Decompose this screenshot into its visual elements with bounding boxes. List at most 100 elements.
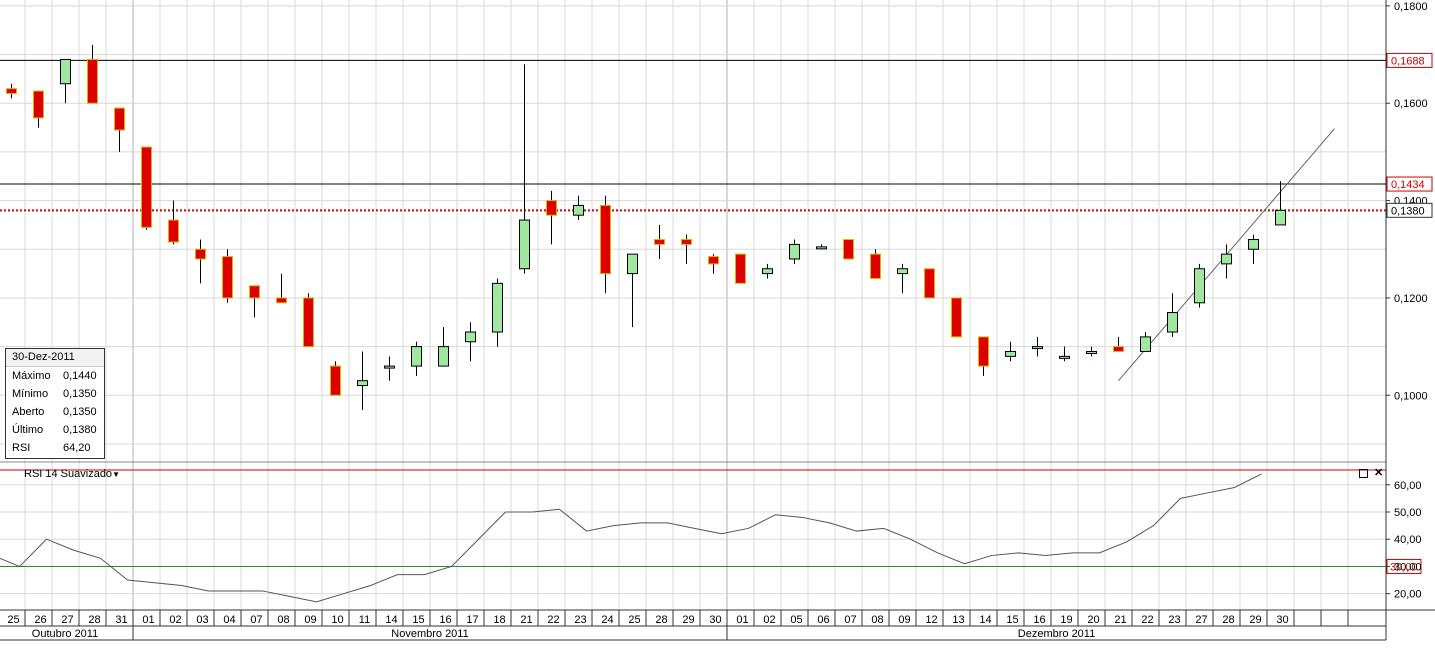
close-icon[interactable]: ✕ [1374, 467, 1384, 479]
x-tick-label: 06 [817, 614, 829, 626]
candle-body [87, 58, 98, 104]
month-label: Dezembro 2011 [1018, 628, 1095, 640]
candle-body [1113, 346, 1124, 352]
candle-body [1005, 350, 1016, 357]
rsi-tick-label: 40,00 [1394, 534, 1422, 546]
x-tick-label: 14 [979, 614, 991, 626]
square-icon[interactable] [1359, 469, 1368, 478]
candle-body [33, 90, 44, 119]
x-tick-label: 05 [790, 614, 802, 626]
x-tick-label: 16 [1033, 614, 1045, 626]
candle-body [114, 107, 125, 131]
x-tick-label: 07 [250, 614, 262, 626]
rsi-level-label: 30,00 [1390, 561, 1418, 573]
candle-body [6, 88, 17, 95]
candle-body [789, 243, 800, 260]
price-level-label: 0,1380 [1391, 205, 1425, 217]
x-tick-label: 24 [601, 614, 613, 626]
candle-body [330, 365, 341, 396]
x-tick-label: 17 [466, 614, 478, 626]
candle-body [1032, 346, 1043, 350]
y-tick-label: 0,1000 [1394, 390, 1428, 402]
candle-body [384, 365, 395, 369]
info-value: 0,1350 [63, 388, 97, 400]
candle-body [951, 297, 962, 338]
info-value: 0,1350 [63, 406, 97, 418]
triangle-down-icon: ▼ [112, 470, 120, 479]
x-tick-label: 27 [61, 614, 73, 626]
x-tick-label: 31 [115, 614, 127, 626]
candle-body [600, 204, 611, 275]
x-tick-label: 27 [1195, 614, 1207, 626]
candle-body [843, 239, 854, 260]
x-tick-label: 09 [898, 614, 910, 626]
candle-body [708, 256, 719, 265]
info-label: Máximo [12, 370, 51, 382]
candle-body [870, 253, 881, 279]
candle-body [654, 239, 665, 245]
candle-body [1194, 268, 1205, 304]
info-value: 0,1380 [63, 424, 97, 436]
candle-body [1167, 312, 1178, 333]
candle-body [573, 204, 584, 216]
x-tick-label: 25 [628, 614, 640, 626]
info-value: 0,1440 [63, 370, 97, 382]
x-tick-label: 11 [359, 614, 370, 626]
x-tick-label: 15 [412, 614, 424, 626]
rsi-tick-label: 60,00 [1394, 480, 1422, 492]
x-tick-label: 29 [1249, 614, 1261, 626]
price-level-label: 0,1688 [1391, 55, 1425, 67]
info-row-min: Mínimo 0,1350 [6, 385, 104, 403]
x-tick-label: 23 [574, 614, 586, 626]
x-tick-label: 13 [952, 614, 964, 626]
x-tick-label: 28 [88, 614, 100, 626]
x-tick-label: 09 [304, 614, 316, 626]
candle-body [1059, 355, 1070, 359]
candle-body [303, 297, 314, 348]
info-box-date: 30-Dez-2011 [6, 349, 104, 367]
x-tick-label: 22 [547, 614, 559, 626]
candle-body [492, 282, 503, 333]
x-tick-label: 01 [736, 614, 748, 626]
x-tick-label: 16 [439, 614, 451, 626]
x-tick-label: 15 [1006, 614, 1018, 626]
candle-body [1221, 253, 1232, 265]
info-label: Mínimo [12, 388, 49, 400]
candle-body [978, 336, 989, 367]
x-tick-label: 22 [1141, 614, 1153, 626]
x-tick-label: 28 [1222, 614, 1234, 626]
candle-body [60, 58, 71, 85]
candle-body [222, 256, 233, 299]
info-label: Último [12, 424, 44, 436]
candles [6, 44, 1286, 410]
rsi-series-line [0, 473, 1262, 603]
candle-body [762, 268, 773, 275]
candle-body [411, 346, 422, 367]
x-tick-label: 23 [1168, 614, 1180, 626]
y-tick-label: 0,1200 [1394, 293, 1428, 305]
candle-body [1086, 350, 1097, 354]
rsi-tick-label: 30,00 [1394, 561, 1422, 573]
candle-body [465, 331, 476, 343]
x-tick-label: 04 [223, 614, 235, 626]
rsi-tick-label: 50,00 [1394, 507, 1422, 519]
rsi-indicator-dropdown[interactable]: RSI 14 Suavizado▼ [24, 468, 120, 480]
x-tick-label: 19 [1060, 614, 1072, 626]
x-tick-label: 10 [331, 614, 343, 626]
info-row-rsi: RSI 64,20 [6, 439, 104, 457]
candle-body [1248, 239, 1259, 250]
rsi-indicator-label: RSI 14 Suavizado [24, 468, 113, 480]
x-tick-label: 25 [7, 614, 19, 626]
candle-body [816, 246, 827, 250]
info-label: RSI [12, 442, 31, 454]
candle-body [141, 146, 152, 228]
candle-body [681, 239, 692, 245]
y-tick-label: 0,1600 [1394, 98, 1428, 110]
candle-body [276, 297, 287, 304]
x-tick-label: 03 [196, 614, 208, 626]
y-tick-label: 0,1800 [1394, 1, 1428, 13]
x-tick-label: 21 [520, 614, 532, 626]
month-label: Novembro 2011 [391, 628, 468, 640]
